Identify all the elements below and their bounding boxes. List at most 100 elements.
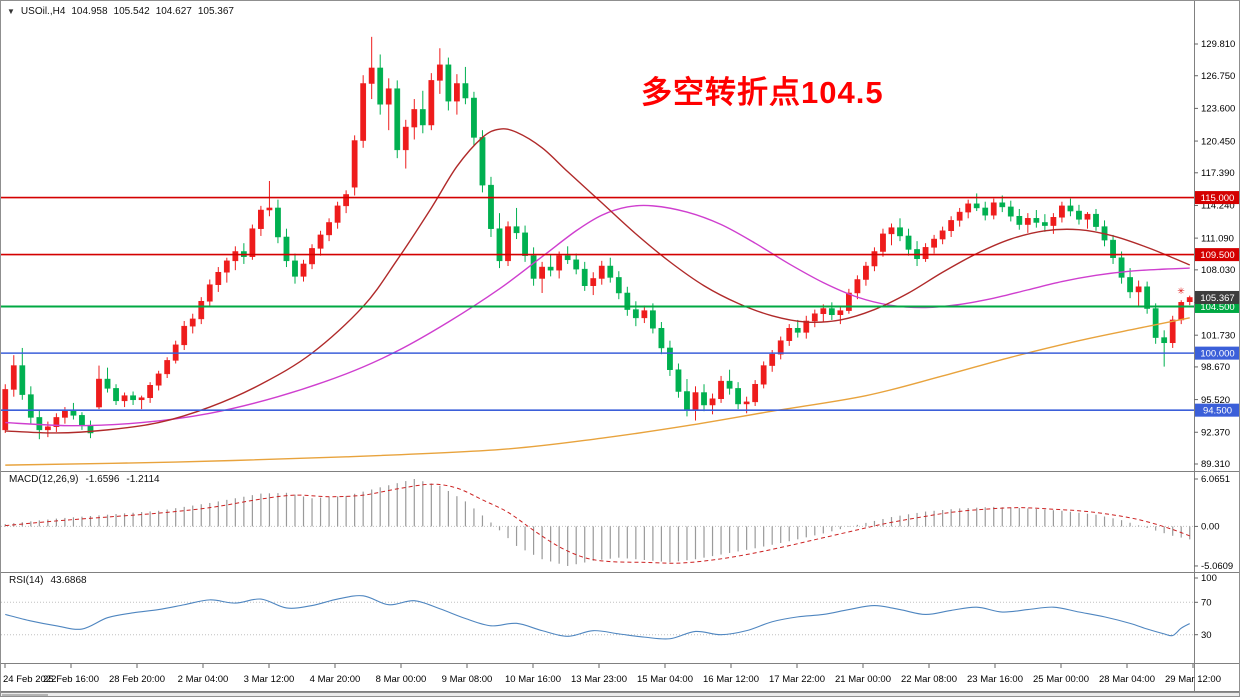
- ma-slow-orange: [5, 317, 1190, 466]
- time-label: 8 Mar 00:00: [376, 674, 427, 685]
- time-label: 29 Mar 12:00: [1165, 674, 1221, 685]
- time-label: 24 Feb 2022: [3, 674, 56, 685]
- candle-body: [394, 88, 401, 151]
- candle-body: [1135, 286, 1142, 293]
- price-tick-label: 126.750: [1201, 71, 1235, 82]
- macd-name: MACD(12,26,9): [9, 474, 79, 485]
- candle-body: [667, 347, 673, 370]
- time-label: 9 Mar 08:00: [442, 674, 493, 685]
- candle-body: [709, 398, 716, 406]
- ohlc-close: 105.367: [197, 6, 234, 17]
- scrollbar-thumb[interactable]: [2, 694, 48, 696]
- candle-body: [658, 327, 665, 349]
- macd-tick-label: 6.0651: [1201, 474, 1230, 485]
- candle-body: [36, 417, 43, 431]
- candle-body: [300, 263, 307, 277]
- candle-body: [206, 284, 213, 302]
- price-box-label: 100.000: [1200, 349, 1234, 360]
- time-label: 28 Mar 04:00: [1099, 674, 1155, 685]
- price-box: [1195, 290, 1239, 304]
- price-tick-label: 111.090: [1201, 233, 1234, 244]
- candle-body: [718, 380, 724, 400]
- candle-body: [811, 313, 818, 322]
- candle-body: [164, 360, 171, 375]
- candle-body: [726, 380, 733, 389]
- macd-tick-label: -5.0609: [1201, 561, 1233, 572]
- time-label: 3 Mar 12:00: [244, 674, 295, 685]
- candle-body: [27, 394, 34, 418]
- candle-body: [820, 308, 827, 314]
- candle-body: [530, 255, 537, 279]
- candle-body: [982, 207, 989, 216]
- candle-body: [1110, 239, 1116, 258]
- candle-body: [897, 227, 903, 237]
- candle-body: [965, 203, 972, 213]
- candle-body: [564, 255, 571, 261]
- candle-body: [513, 226, 520, 234]
- candle-body: [385, 88, 392, 105]
- candle-body: [675, 369, 682, 392]
- candle-body: [607, 265, 614, 278]
- candle-body: [1041, 222, 1048, 226]
- candle-body: [956, 211, 963, 221]
- candle-body: [888, 227, 895, 235]
- candle-body: [522, 232, 528, 256]
- candle-body: [598, 265, 605, 279]
- candle-body: [1084, 213, 1091, 220]
- candle-body: [215, 271, 222, 285]
- candle-body: [1161, 337, 1168, 344]
- bottom-strip: [1, 692, 1239, 696]
- candle-body: [573, 259, 580, 270]
- candle-body: [488, 184, 494, 229]
- price-tick-label: 98.670: [1201, 362, 1230, 373]
- candle-body: [360, 83, 367, 141]
- rsi-tick-label: 30: [1201, 630, 1212, 641]
- candle-body: [232, 251, 239, 262]
- price-tick-label: 123.600: [1201, 104, 1235, 115]
- rsi-indicator-label: RSI(14) 43.6868: [9, 575, 87, 586]
- chart-title: ▼ USOil.,H4 104.958 105.542 104.627 105.…: [7, 6, 234, 17]
- price-box-label: 115.000: [1201, 193, 1235, 204]
- time-label: 25 Feb 16:00: [43, 674, 99, 685]
- macd-indicator-label: MACD(12,26,9) -1.6596 -1.2114: [9, 474, 160, 485]
- candle-body: [351, 140, 358, 188]
- candle-body: [854, 279, 861, 294]
- candle-body: [837, 310, 844, 316]
- candle-body: [454, 83, 460, 102]
- price-box-label: 109.500: [1200, 250, 1234, 261]
- candle-body: [419, 109, 426, 126]
- candle-body: [96, 378, 102, 408]
- time-label: 21 Mar 00:00: [835, 674, 891, 685]
- candle-body: [931, 238, 937, 248]
- candle-body: [53, 417, 60, 428]
- price-box-label: 105.367: [1200, 293, 1234, 304]
- candle-body: [462, 83, 469, 99]
- price-line-label-100.000: [1195, 346, 1239, 360]
- price-box-label: 94.500: [1203, 406, 1232, 417]
- candle-body: [786, 327, 793, 341]
- candle-body: [1024, 218, 1031, 225]
- rsi-name: RSI(14): [9, 575, 44, 586]
- collapse-arrow-icon[interactable]: ▼: [7, 6, 15, 16]
- candle-body: [743, 401, 750, 405]
- time-label: 28 Feb 20:00: [109, 674, 165, 685]
- ma-fast-darkred: [5, 128, 1191, 434]
- candle-body: [471, 97, 477, 138]
- candle-body: [1050, 217, 1057, 226]
- price-tick-label: 101.730: [1201, 330, 1235, 341]
- time-label: 13 Mar 23:00: [571, 674, 627, 685]
- candle-body: [104, 378, 111, 389]
- candle-body: [735, 388, 741, 405]
- candle-body: [411, 109, 418, 128]
- candle-body: [198, 301, 205, 320]
- time-label: 25 Mar 00:00: [1033, 674, 1089, 685]
- trade-marker-icon: ✳: [1177, 286, 1185, 296]
- candle-body: [62, 410, 68, 418]
- candle-body: [428, 80, 435, 126]
- candle-body: [1093, 213, 1099, 227]
- price-box-label: 104.500: [1200, 302, 1234, 313]
- candle-body: [581, 268, 588, 286]
- annotation-text[interactable]: 多空转折点104.5: [641, 75, 884, 110]
